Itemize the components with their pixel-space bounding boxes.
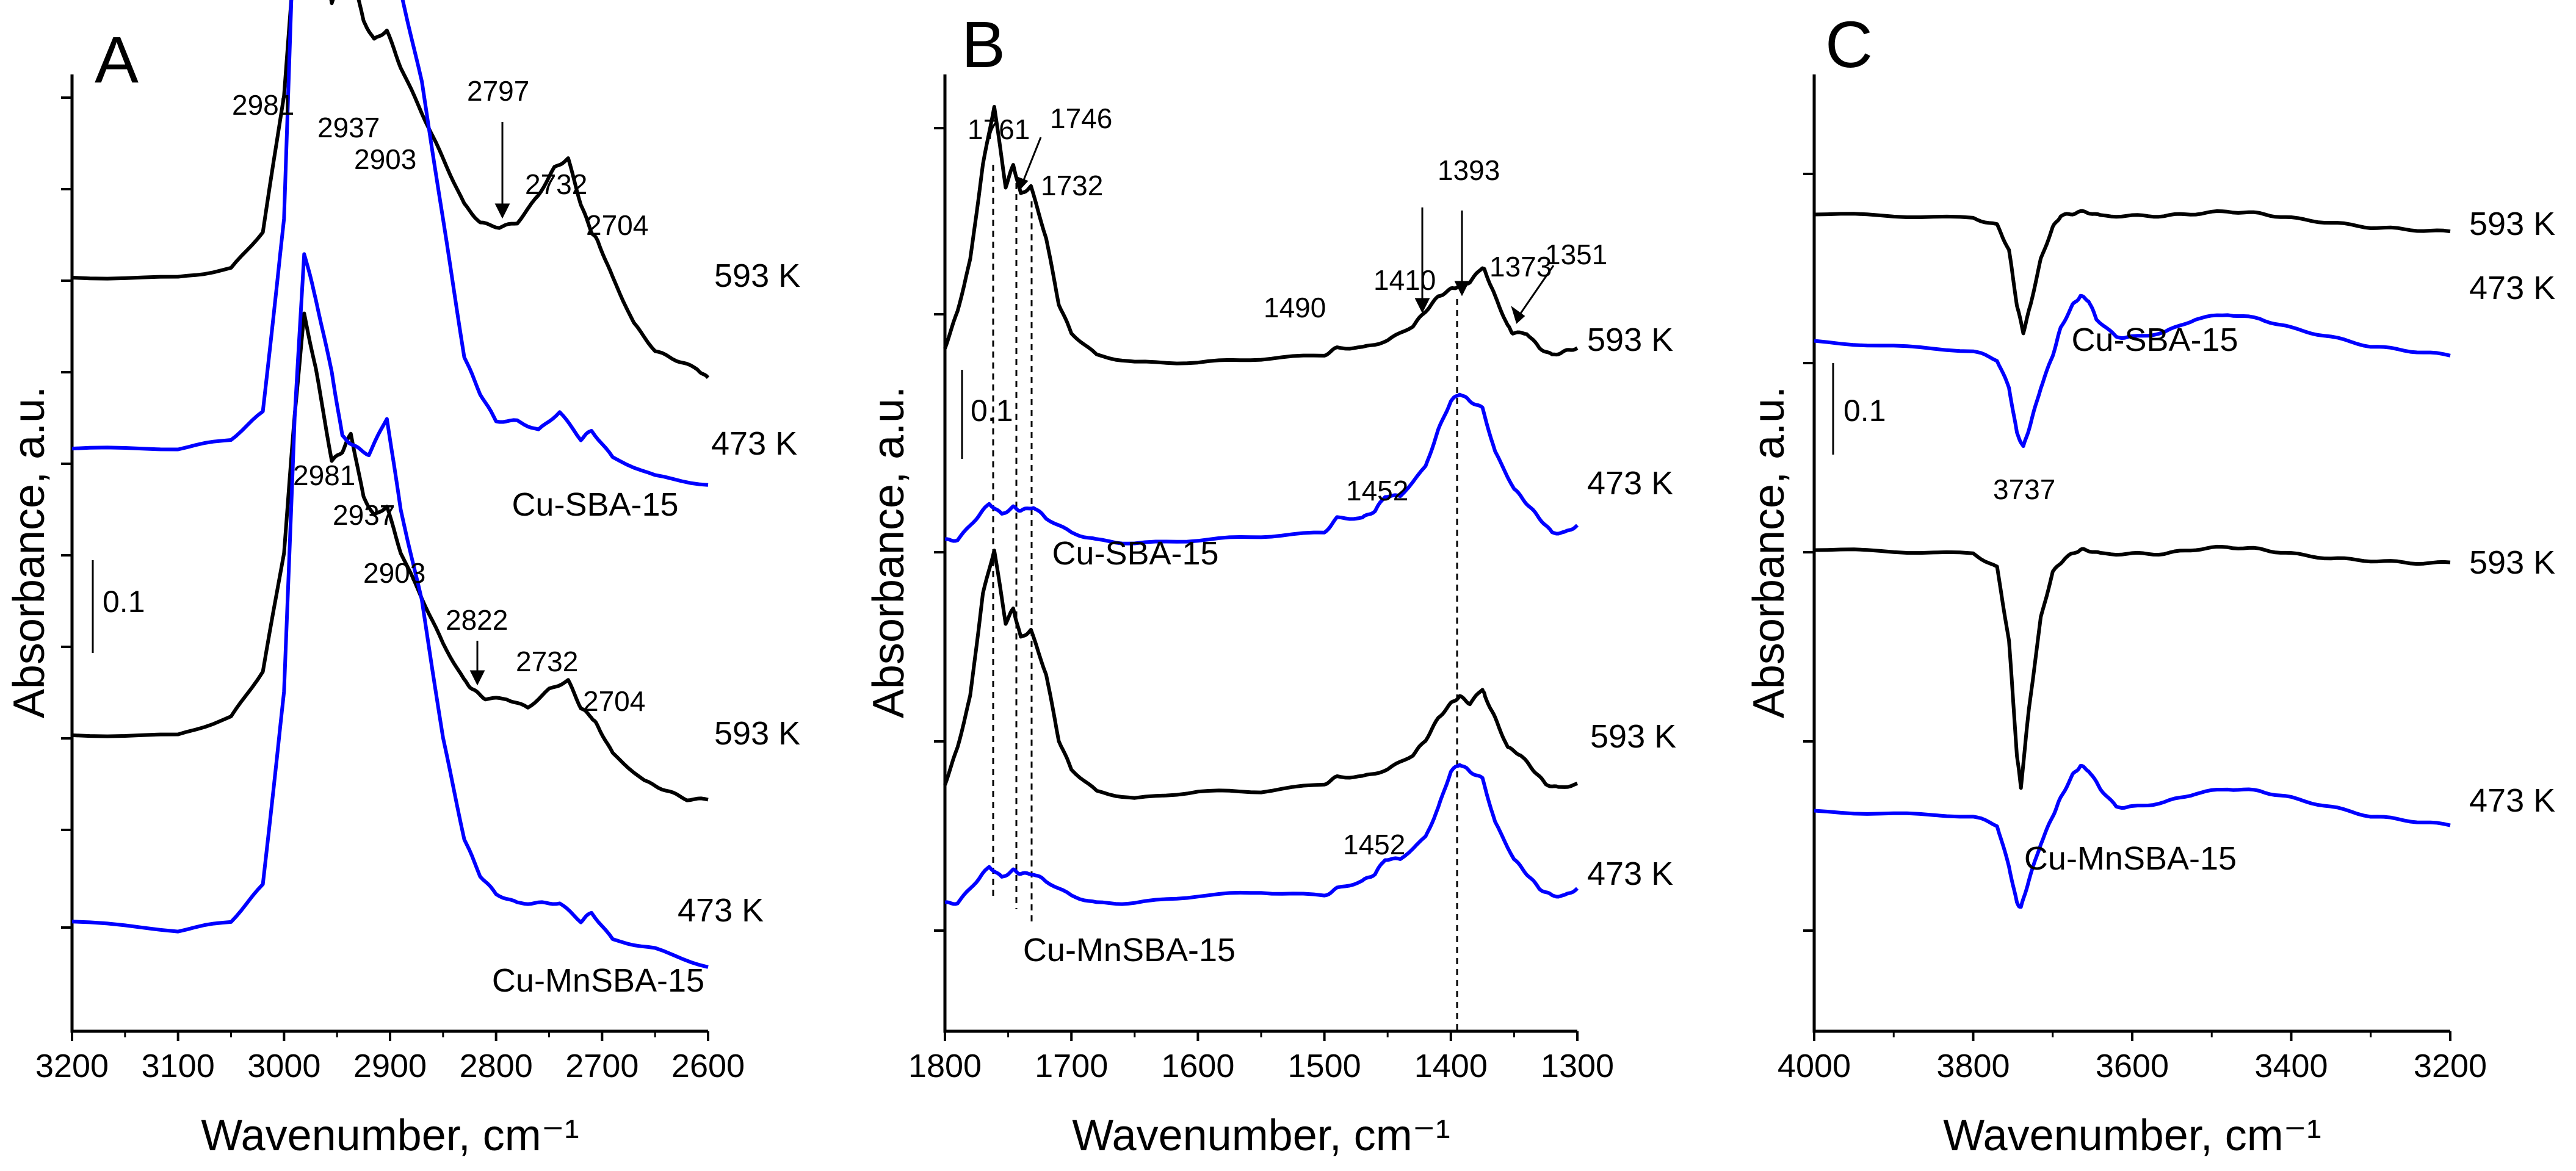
series-label-A-3: 473 K	[678, 892, 764, 929]
x-axis-title-A: Wavenumber, cm⁻¹	[201, 1111, 579, 1160]
x-tick-label: 1800	[908, 1048, 982, 1084]
sample-label-C-1: Cu-MnSBA-15	[2024, 840, 2237, 877]
series-B-1	[944, 392, 1579, 546]
series-B-3	[944, 763, 1579, 906]
peak-annotation-A: 2903	[354, 143, 416, 175]
series-A-0	[71, 0, 710, 379]
peak-annotation-A: 2732	[516, 646, 578, 677]
x-ticks-A: 3200 3100 3000 2900 2800 2700 2600	[35, 1031, 745, 1084]
panel-C-letter: C	[1825, 7, 1873, 81]
peak-annotation-A: 2937	[333, 499, 395, 531]
series-label-C-2: 593 K	[2469, 544, 2555, 581]
panel-A-letter: A	[95, 23, 139, 96]
x-tick-label: 2900	[353, 1048, 427, 1084]
peak-annotation-B: 1351	[1545, 239, 1607, 270]
x-ticks-C: 4000 3800 3600 3400 3200	[1778, 1031, 2487, 1084]
peak-annotation-A: 2981	[293, 459, 355, 491]
x-tick-label: 1600	[1161, 1048, 1234, 1084]
series-label-A-1: 473 K	[711, 425, 797, 462]
x-ticks-B: 1800 1700 1600 1500 1400 1300	[908, 1031, 1614, 1084]
series-B-2	[943, 549, 1579, 800]
x-tick-label: 1400	[1414, 1048, 1488, 1084]
sample-label-B-1: Cu-MnSBA-15	[1023, 932, 1236, 968]
series-label-B-2: 593 K	[1590, 718, 1676, 755]
peak-annotation-A: 2704	[586, 209, 648, 241]
x-tick-label: 2700	[565, 1048, 639, 1084]
series-C-1	[1814, 294, 2451, 449]
peak-annotation-A: 2732	[525, 168, 587, 200]
dashed-guides-B	[992, 165, 1458, 1031]
x-axis-title-B: Wavenumber, cm⁻¹	[1072, 1111, 1450, 1160]
sample-label-C-0: Cu-SBA-15	[2071, 322, 2238, 358]
peak-annotation-A: 2797	[467, 75, 529, 107]
scale-bar-C-label: 0.1	[1843, 394, 1886, 428]
x-tick-label: 3000	[247, 1048, 320, 1084]
x-tick-label: 3200	[2414, 1048, 2487, 1084]
x-tick-label: 1700	[1035, 1048, 1108, 1084]
peak-annotation-A: 2903	[363, 557, 425, 589]
x-tick-label: 1500	[1288, 1048, 1361, 1084]
plots: 3200 3100 3000 2900 2800 2700 2600 593 K 473 K 59…	[35, 0, 2555, 1084]
y-ticks-C	[1803, 173, 1814, 932]
sample-label-A-0: Cu-SBA-15	[512, 486, 678, 523]
y-ticks-A	[61, 96, 72, 929]
peak-annotation-B: 1373	[1489, 251, 1552, 283]
series-label-C-3: 473 K	[2469, 782, 2555, 819]
scale-bar-B-label: 0.1	[971, 394, 1013, 428]
peak-annotation-A: 2822	[446, 604, 508, 636]
series-label-C-1: 473 K	[2469, 270, 2555, 306]
x-tick-label: 4000	[1778, 1048, 1851, 1084]
series-label-A-0: 593 K	[714, 258, 800, 294]
series-B-0	[943, 105, 1579, 366]
y-axis-title-C: Absorbance, a.u.	[1745, 386, 1793, 718]
peak-annotation-A: 2704	[583, 685, 645, 717]
y-axis-title-B: Absorbance, a.u.	[864, 386, 913, 718]
peak-annotation-B: 1410	[1373, 264, 1436, 296]
x-tick-label: 2600	[671, 1048, 745, 1084]
scale-bar-A-label: 0.1	[103, 585, 145, 619]
series-C-2	[1814, 544, 2451, 790]
x-tick-label: 3800	[1936, 1048, 2010, 1084]
peak-annotation-B: 1490	[1264, 292, 1326, 323]
x-tick-label: 1300	[1541, 1048, 1614, 1084]
peak-annotation-B: 1761	[968, 113, 1030, 145]
series-label-B-0: 593 K	[1587, 322, 1673, 358]
scale-bar-A: 0.1	[92, 560, 145, 653]
sample-label-A-1: Cu-MnSBA-15	[492, 962, 704, 999]
series-label-B-3: 473 K	[1587, 856, 1673, 892]
peak-annotation-A: 2937	[317, 112, 380, 143]
x-tick-label: 3100	[142, 1048, 215, 1084]
series-A-3	[71, 252, 709, 969]
peak-annotation-B: 1452	[1346, 475, 1408, 506]
x-tick-label: 2800	[460, 1048, 533, 1084]
peak-annotation-B: 1452	[1343, 829, 1405, 860]
series-C-3	[1814, 764, 2451, 909]
sample-label-B-0: Cu-SBA-15	[1052, 535, 1218, 572]
scale-bar-C: 0.1	[1832, 363, 1886, 455]
series-A-1	[71, 0, 709, 487]
peak-annotation-C: 3737	[1993, 474, 2055, 505]
series-label-B-1: 473 K	[1587, 465, 1673, 502]
panel-B-letter: B	[961, 7, 1005, 81]
y-axis-title-A: Absorbance, a.u.	[5, 386, 54, 718]
scale-bar-B: 0.1	[961, 370, 1013, 459]
peak-annotation-A: 2981	[232, 89, 294, 121]
x-tick-label: 3200	[35, 1048, 109, 1084]
peak-annotation-B: 1732	[1041, 170, 1103, 201]
series-label-C-0: 593 K	[2469, 206, 2555, 242]
peak-annotation-B: 1746	[1050, 103, 1112, 134]
x-axis-title-C: Wavenumber, cm⁻¹	[1943, 1111, 2321, 1160]
series-label-A-2: 593 K	[714, 715, 800, 752]
x-tick-label: 3400	[2254, 1048, 2328, 1084]
peak-annotation-B: 1393	[1438, 154, 1500, 186]
x-tick-label: 3600	[2096, 1048, 2169, 1084]
y-ticks-B	[934, 127, 945, 932]
series-C-0	[1814, 209, 2451, 336]
